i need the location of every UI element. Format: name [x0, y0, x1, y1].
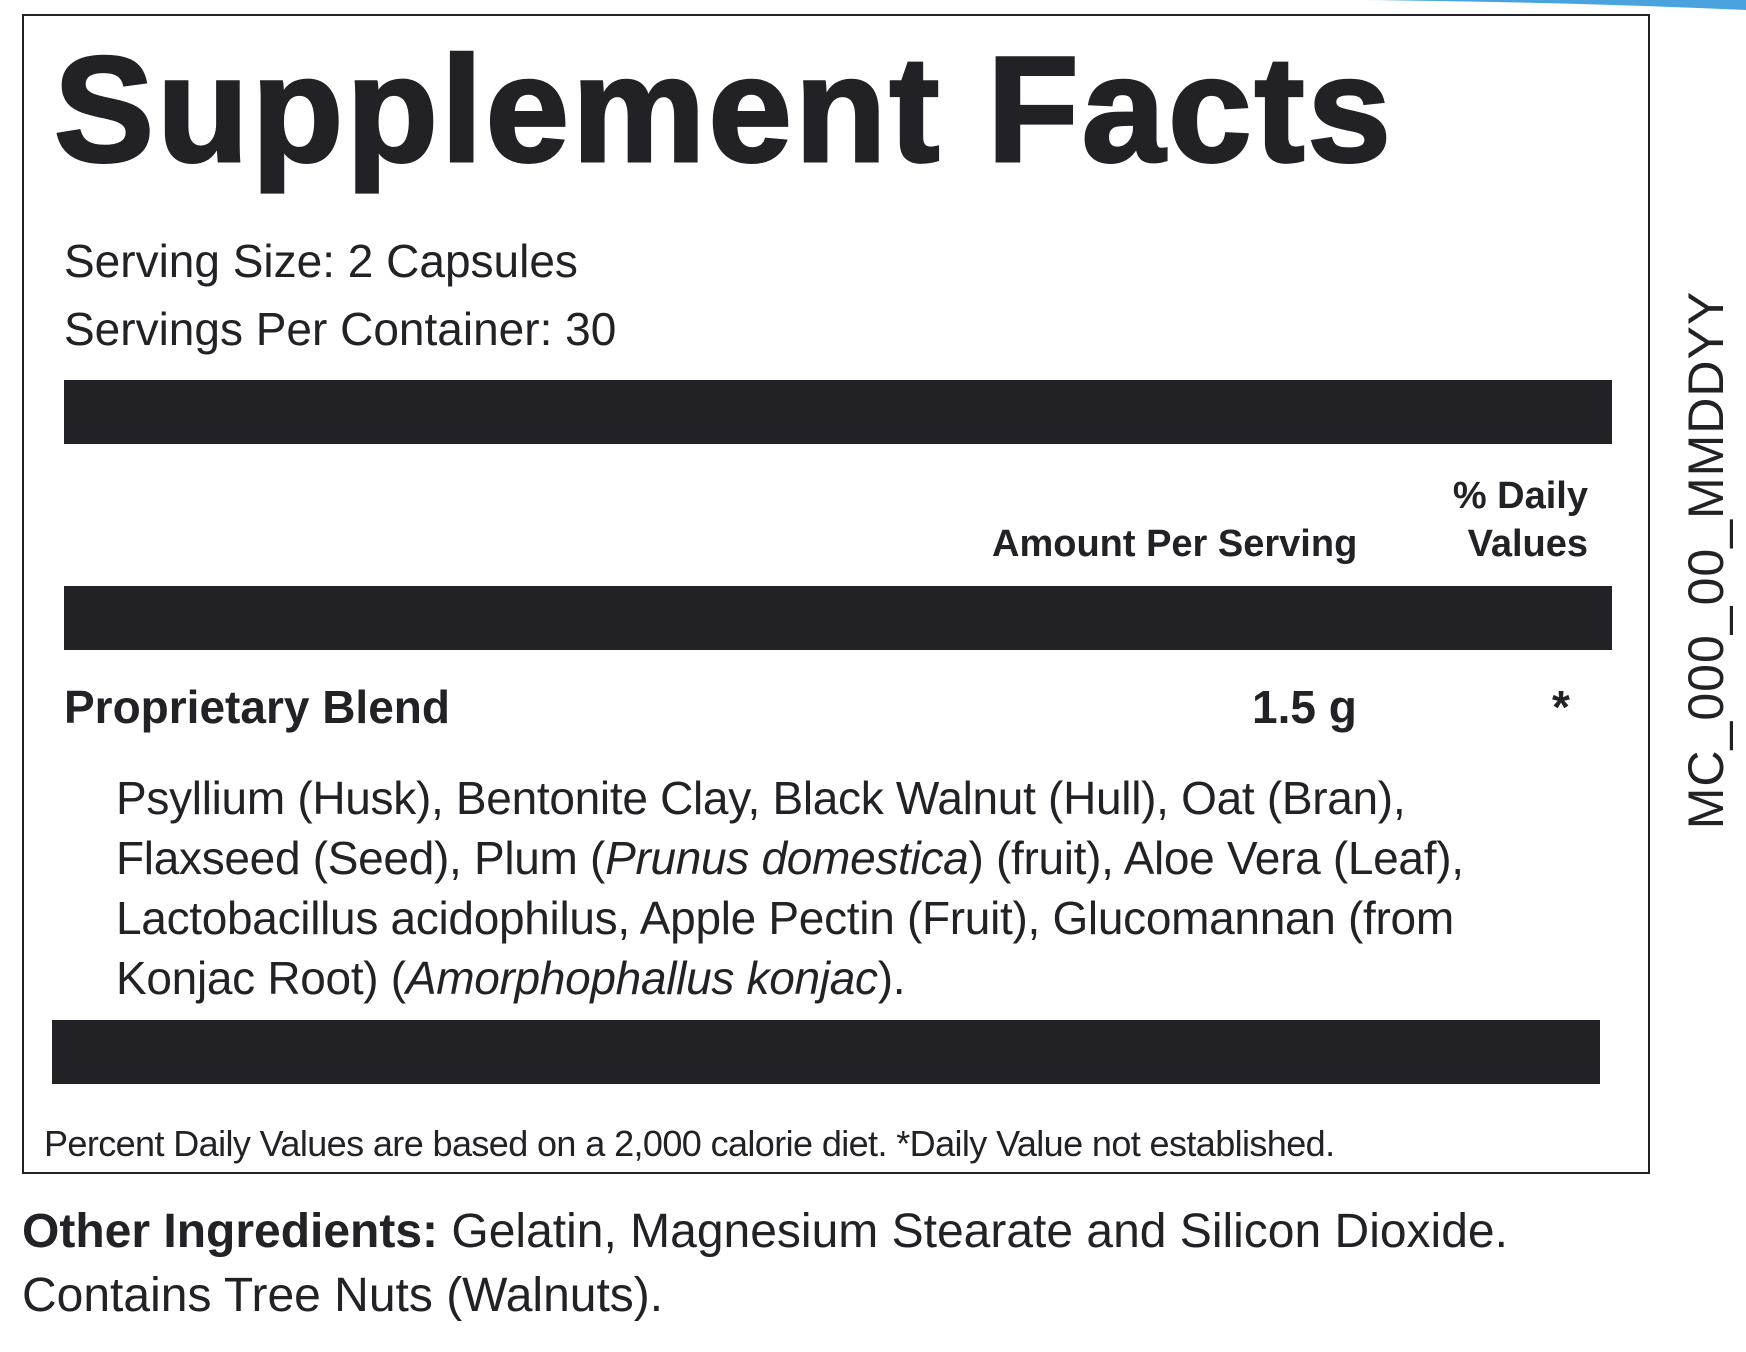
thick-divider-bottom [52, 1020, 1600, 1084]
corner-accent-stripe [1246, 0, 1746, 18]
allergen-statement: Contains Tree Nuts (Walnuts). [22, 1269, 664, 1322]
thick-divider-top [64, 380, 1612, 444]
other-ingredients-text: Gelatin, Magnesium Stearate and Silicon … [438, 1205, 1508, 1258]
ingredients-line-1: Psyllium (Husk), Bentonite Clay, Black W… [116, 772, 1406, 824]
blend-amount: 1.5 g [1252, 681, 1357, 733]
amount-per-serving-header: Amount Per Serving [992, 523, 1358, 565]
other-ingredients-heading: Other Ingredients: [22, 1205, 439, 1258]
supplement-facts-panel: Supplement Facts Serving Size: 2 Capsule… [22, 14, 1650, 1174]
daily-value-header-line1: % Daily [1452, 475, 1588, 517]
ingredients-line-2: Flaxseed (Seed), Plum (Prunus domestica)… [116, 832, 1464, 884]
latin-name-plum: Prunus domestica [605, 832, 969, 884]
blend-name: Proprietary Blend [64, 681, 450, 733]
lot-code: MC_000_00_MMDDYY [1678, 290, 1734, 830]
blend-ingredients: Psyllium (Husk), Bentonite Clay, Black W… [116, 768, 1636, 1008]
ingredients-line-3: Lactobacillus acidophilus, Apple Pectin … [116, 892, 1454, 944]
other-ingredients: Other Ingredients: Gelatin, Magnesium St… [22, 1200, 1508, 1328]
latin-name-konjac: Amorphophallus konjac [405, 952, 878, 1004]
ingredients-line-4: Konjac Root) (Amorphophallus konjac). [116, 952, 906, 1004]
daily-value-header-line2: Values [1467, 523, 1588, 565]
daily-value-header: % Daily Values [1453, 472, 1588, 568]
blend-daily-value: * [1552, 681, 1570, 733]
serving-size: Serving Size: 2 Capsules [64, 235, 578, 287]
servings-per-container: Servings Per Container: 30 [64, 303, 617, 355]
daily-value-footnote: Percent Daily Values are based on a 2,00… [44, 1123, 1335, 1164]
panel-title: Supplement Facts [53, 25, 1394, 193]
thick-divider-middle [64, 586, 1612, 650]
other-ingredients-line-1: Other Ingredients: Gelatin, Magnesium St… [22, 1200, 1508, 1264]
